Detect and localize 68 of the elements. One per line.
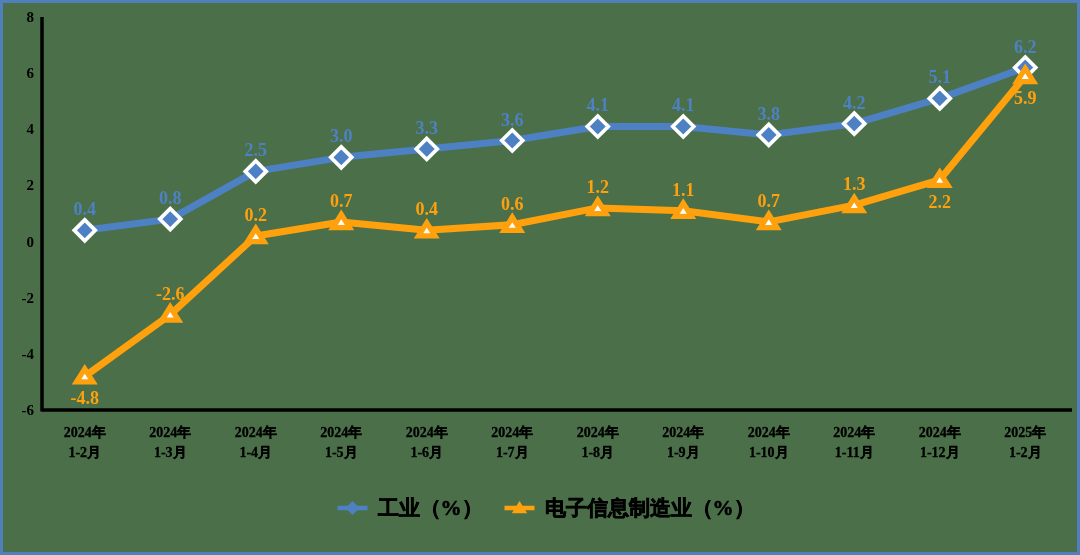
data-label: 3.3 [415, 117, 438, 138]
x-tick-label: 2024年 1-7月 [491, 425, 534, 460]
legend-label: 电子信息制造业（%） [544, 496, 743, 520]
data-label: 0.8 [159, 188, 182, 209]
x-tick-label: 2024年 1-5月 [320, 425, 363, 460]
point [157, 206, 183, 232]
point [584, 195, 611, 217]
point [927, 86, 953, 111]
point [328, 209, 355, 231]
point [243, 223, 269, 245]
x-tick-label: 2024年 1-8月 [576, 425, 619, 460]
point [243, 159, 269, 184]
legend-label: 工业（%） [376, 496, 471, 520]
x-tick-label: 2024年 1-10月 [747, 425, 790, 460]
y-tick-label: 0 [26, 233, 34, 250]
data-label: 0.4 [73, 199, 96, 220]
data-label: 1.3 [843, 174, 866, 195]
y-tick-label: -2 [21, 289, 34, 306]
point [670, 114, 696, 139]
data-label: 2.5 [244, 140, 267, 161]
point [756, 122, 782, 148]
data-label: 4.1 [672, 95, 695, 116]
data-label: 3.0 [330, 126, 353, 147]
data-label: -2.6 [156, 283, 185, 304]
point [585, 114, 611, 139]
x-tick-label: 2024年 1-6月 [405, 425, 448, 460]
x-tick-label: 2024年 1-11月 [833, 425, 876, 460]
point [499, 128, 525, 153]
point [72, 218, 98, 243]
point [927, 167, 953, 189]
y-tick-label: 2 [26, 177, 34, 194]
data-label: 0.4 [415, 199, 438, 220]
point [159, 302, 184, 323]
y-tick-label: 8 [26, 9, 34, 25]
data-label: 4.1 [586, 95, 609, 116]
x-tick-label: 2025年 1-2月 [1004, 425, 1047, 460]
point [71, 364, 98, 385]
point [841, 111, 867, 137]
data-label: 4.2 [843, 92, 866, 113]
data-label: 0.7 [757, 190, 780, 211]
data-label: 0.6 [501, 193, 524, 214]
x-tick-label: 2024年 1-9月 [662, 425, 705, 460]
point [413, 218, 440, 239]
point [499, 212, 526, 233]
point [755, 209, 782, 231]
point [670, 198, 697, 219]
data-label: 0.7 [330, 190, 353, 211]
data-label: 0.2 [244, 204, 267, 225]
x-tick-label: 2024年 1-12月 [918, 425, 961, 460]
data-label: 5.1 [928, 67, 951, 88]
data-label: 2.2 [928, 191, 951, 212]
data-label: 1.2 [586, 176, 609, 197]
data-label: 5.9 [1014, 87, 1037, 108]
point [328, 145, 354, 170]
y-tick-label: 6 [26, 65, 35, 82]
data-label: -4.8 [70, 388, 99, 409]
x-tick-label: 2024年 1-3月 [149, 425, 192, 460]
data-label: 3.6 [501, 109, 524, 130]
y-tick-label: -4 [21, 345, 35, 362]
x-tick-label: 2024年 1-4月 [234, 425, 277, 460]
data-label: 3.8 [757, 103, 780, 124]
point [841, 192, 868, 214]
y-tick-label: -6 [21, 402, 35, 418]
y-tick-label: 4 [26, 121, 35, 138]
data-label: 6.2 [1014, 36, 1037, 57]
point [414, 136, 440, 162]
x-tick-label: 2024年 1-2月 [63, 425, 106, 460]
data-label: 1.1 [672, 179, 695, 200]
